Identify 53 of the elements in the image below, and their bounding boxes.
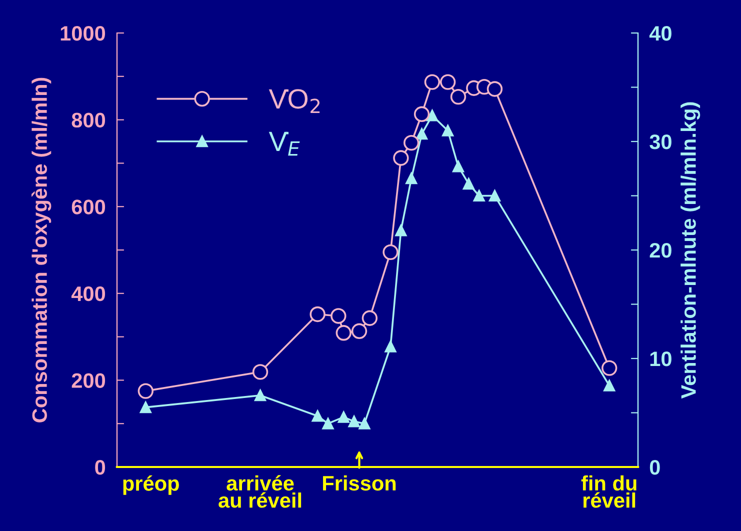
point [310, 306, 326, 322]
point [358, 418, 370, 430]
y2-axis-title: Ventilation-mlnute (ml/mln.kg) [680, 102, 700, 399]
y-tick-label: 200 [72, 373, 106, 388]
point [140, 402, 152, 414]
point [351, 323, 368, 340]
point [393, 150, 409, 166]
point [424, 74, 440, 90]
point [312, 410, 324, 422]
y2-tick-label: 10 [650, 352, 672, 366]
point [442, 124, 454, 136]
y2-tick-label: 0 [650, 460, 660, 475]
y2-tick-label: 30 [650, 134, 672, 150]
y-tick-label: 600 [72, 200, 106, 214]
point [395, 224, 407, 236]
point [254, 390, 266, 402]
point [604, 380, 616, 392]
point [462, 178, 474, 190]
x-tick-label: arrivée au réveil [218, 475, 302, 508]
point [382, 244, 398, 260]
point [404, 134, 420, 151]
x-tick-label: fin du réveil [581, 475, 636, 508]
point [348, 416, 360, 428]
y2-tick-label: 40 [649, 26, 672, 41]
y-tick-label: 1000 [60, 26, 106, 41]
point [338, 411, 350, 423]
point [426, 110, 438, 122]
point [486, 81, 503, 97]
point [416, 128, 428, 140]
point [452, 160, 464, 172]
point [322, 418, 334, 430]
legend-label: V̇O$_{2}$ [268, 89, 320, 114]
point [440, 74, 456, 90]
x-tick-label: préop [123, 475, 179, 495]
legend-label: V̇$_{E}$ [268, 132, 300, 156]
y2-tick-label: 20 [650, 243, 672, 258]
point [336, 325, 352, 341]
y-axis-title: Consommation d'oxygène (ml/mln) [32, 78, 52, 422]
y-tick-label: 0 [95, 460, 106, 475]
point [601, 360, 618, 376]
point [450, 88, 466, 105]
point [252, 364, 268, 380]
point [488, 190, 500, 202]
point [406, 172, 418, 184]
point [138, 383, 154, 399]
y-tick-label: 400 [71, 286, 106, 302]
point [384, 340, 396, 352]
point [330, 308, 346, 324]
x-tick-label: Frisson [323, 475, 396, 491]
point [362, 310, 378, 326]
point [473, 190, 485, 202]
point [414, 106, 430, 122]
y-tick-label: 800 [72, 112, 106, 128]
